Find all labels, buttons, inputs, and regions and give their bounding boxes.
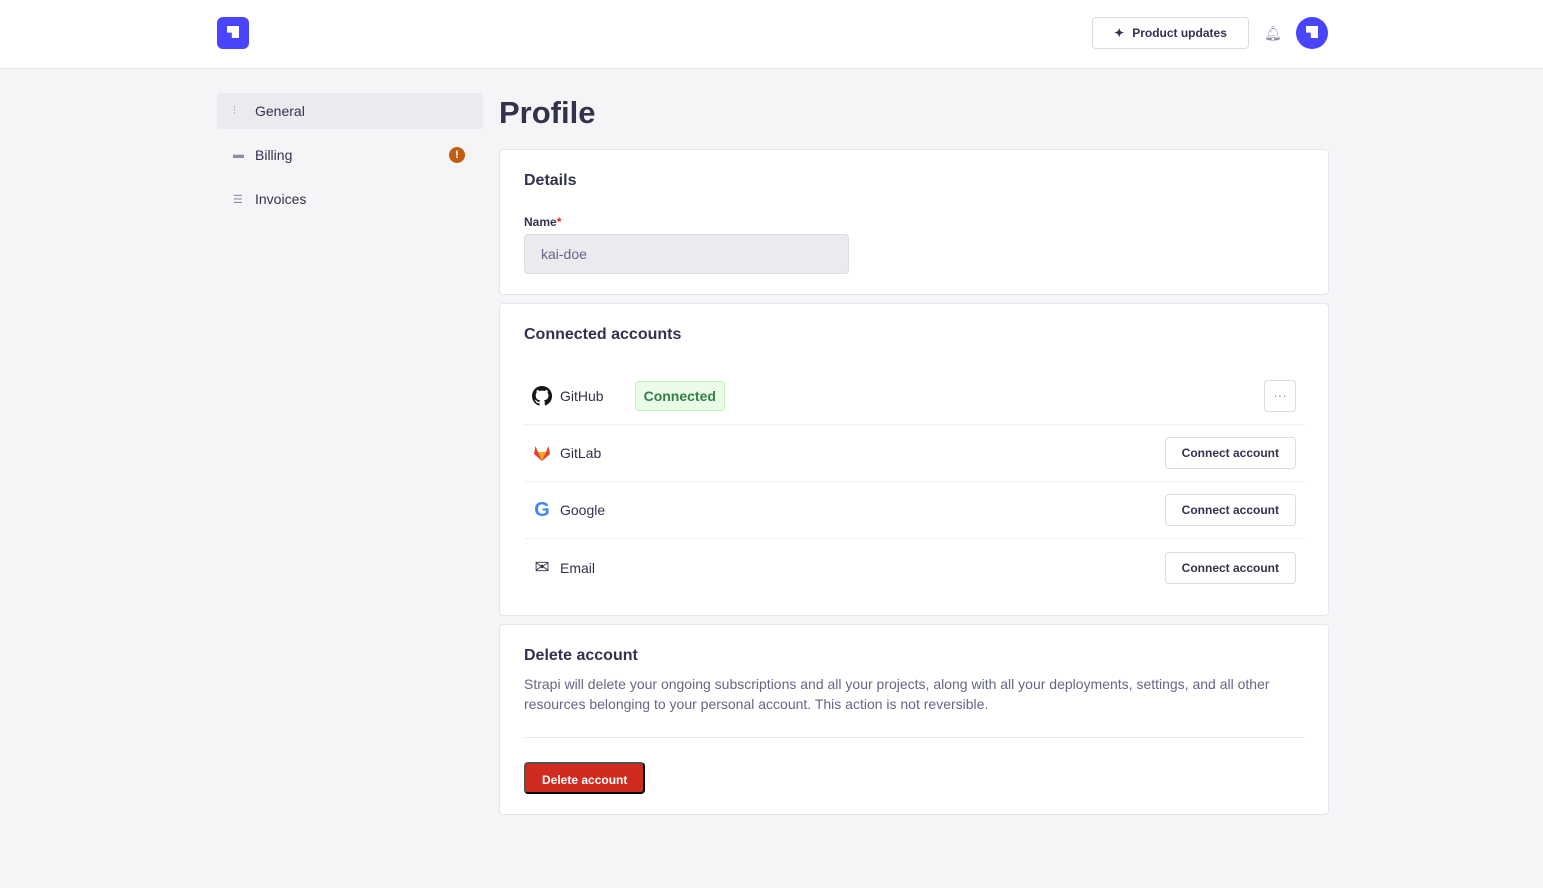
top-bar: ✦ Product updates 🔔︎	[0, 0, 1543, 69]
name-input[interactable]: kai-doe	[524, 234, 849, 274]
provider-row-google: G Google Connect account	[524, 482, 1305, 539]
strapi-logo[interactable]	[217, 17, 249, 49]
credit-card-icon: ▬	[233, 149, 244, 161]
delete-account-description: Strapi will delete your ongoing subscrip…	[524, 676, 1270, 712]
product-updates-button[interactable]: ✦ Product updates	[1092, 17, 1249, 49]
delete-account-title: Delete account	[524, 647, 638, 664]
more-options-button[interactable]: ···	[1264, 380, 1296, 412]
sidebar-item-invoices[interactable]: ☰ Invoices	[233, 191, 307, 207]
provider-row-gitlab: GitLab Connect account	[524, 425, 1305, 482]
gitlab-icon	[532, 443, 552, 463]
details-card: Details Name* kai-doe	[499, 149, 1329, 295]
provider-row-github: GitHub Connected ···	[524, 368, 1305, 425]
sparkle-icon: ✦	[1114, 26, 1125, 40]
invoice-icon: ☰	[233, 193, 243, 206]
sidebar-item-general[interactable]: ⫶ General	[217, 93, 483, 129]
details-title: Details	[524, 172, 577, 189]
warning-badge: !	[449, 147, 465, 163]
google-icon: G	[534, 498, 550, 521]
divider	[524, 737, 1305, 738]
github-icon	[532, 386, 552, 406]
delete-account-card: Delete account Strapi will delete your o…	[499, 624, 1329, 815]
connected-accounts-title: Connected accounts	[524, 326, 682, 343]
bell-icon[interactable]: 🔔︎	[1264, 25, 1282, 41]
provider-row-email: ✉ Email Connect account	[524, 539, 1305, 596]
connect-google-button[interactable]: Connect account	[1164, 494, 1296, 526]
delete-account-button[interactable]: Delete account	[524, 762, 646, 794]
name-label: Name*	[524, 215, 562, 229]
page-title: Profile	[499, 95, 596, 130]
connect-email-button[interactable]: Connect account	[1164, 551, 1296, 584]
status-badge: Connected	[634, 381, 725, 411]
connect-gitlab-button[interactable]: Connect account	[1164, 437, 1296, 469]
sliders-icon: ⫶	[233, 104, 236, 117]
sidebar-item-billing[interactable]: ▬ Billing!	[217, 137, 483, 173]
connected-accounts-card: Connected accounts GitHub Connected ··· …	[499, 303, 1329, 616]
avatar[interactable]	[1296, 17, 1328, 49]
envelope-icon: ✉	[534, 557, 550, 577]
sidebar: ⫶ General ▬ Billing! ☰ Invoices	[217, 93, 483, 225]
